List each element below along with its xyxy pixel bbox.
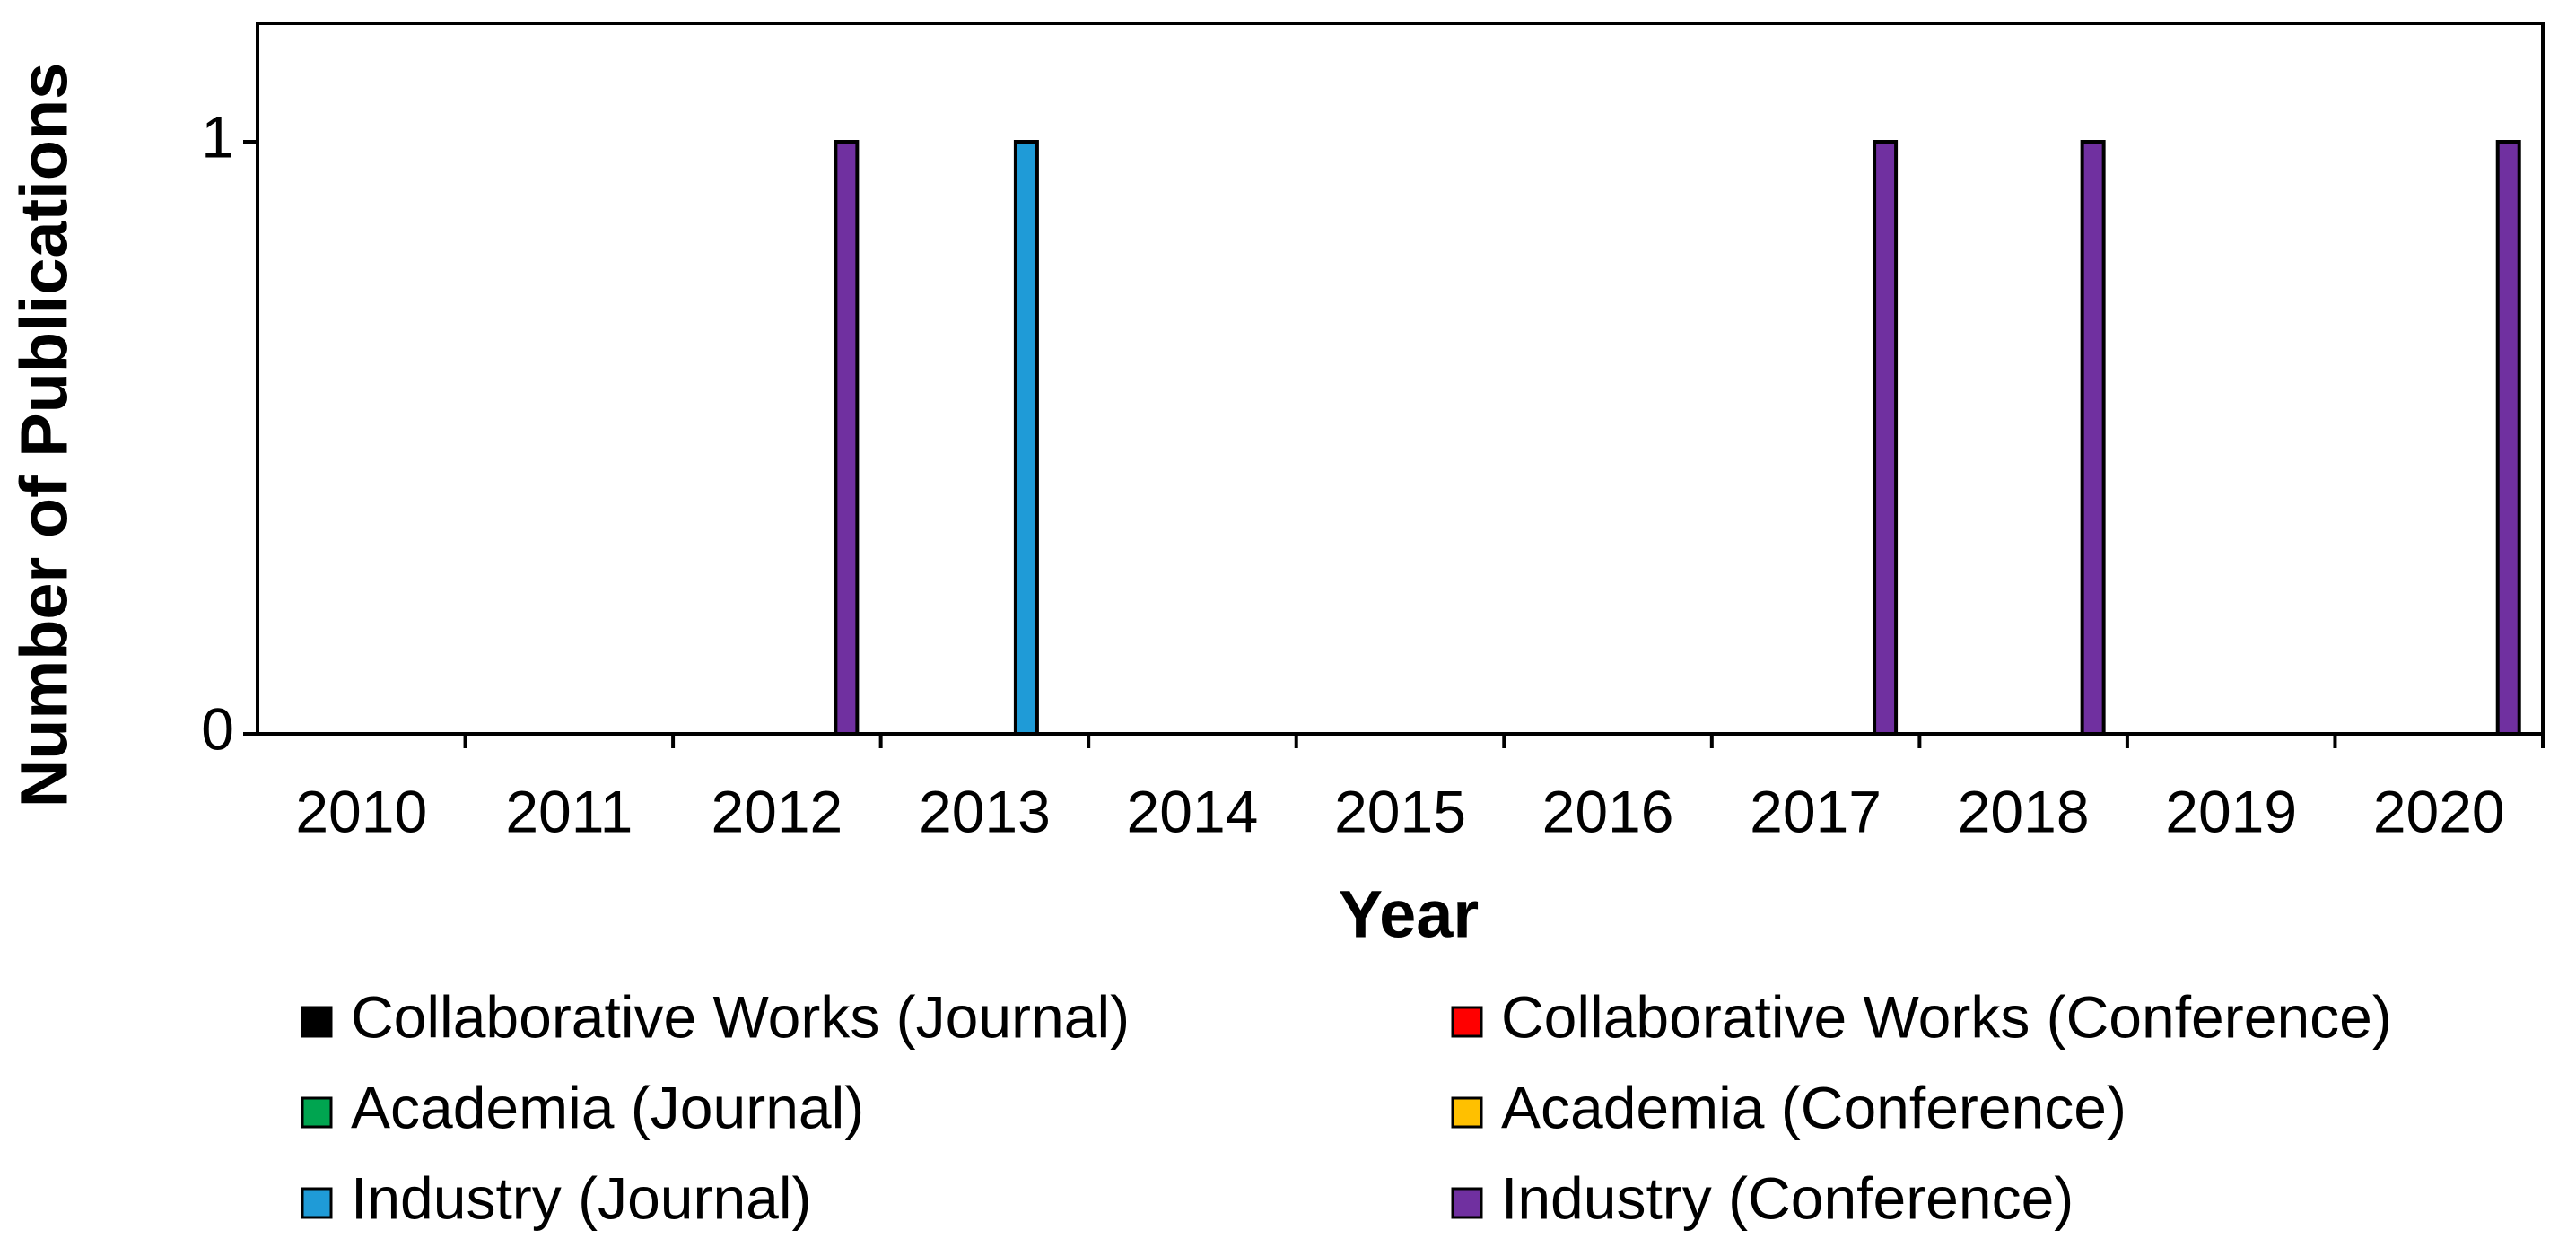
legend-label: Academia (Journal) bbox=[351, 1074, 864, 1140]
x-tick-label: 2012 bbox=[711, 778, 843, 844]
plot-frame bbox=[256, 22, 2545, 736]
x-tick-label: 2014 bbox=[1127, 778, 1259, 844]
bar bbox=[1873, 140, 1899, 736]
legend-swatch bbox=[1451, 1187, 1483, 1219]
legend-swatch bbox=[1451, 1096, 1483, 1129]
y-tick-label: 0 bbox=[201, 695, 234, 762]
bar bbox=[1013, 140, 1039, 736]
x-tick-label: 2015 bbox=[1334, 778, 1466, 844]
x-tick-label: 2010 bbox=[295, 778, 427, 844]
bar bbox=[2080, 140, 2106, 736]
y-axis-title: Number of Publications bbox=[7, 63, 82, 808]
legend-swatch bbox=[301, 1187, 333, 1219]
legend-swatch bbox=[301, 1006, 333, 1038]
legend-label: Academia (Conference) bbox=[1501, 1074, 2126, 1140]
x-tick-label: 2020 bbox=[2373, 778, 2505, 844]
x-tick-label: 2018 bbox=[1958, 778, 2090, 844]
legend-label: Industry (Journal) bbox=[351, 1164, 812, 1231]
x-tick-label: 2017 bbox=[1750, 778, 1882, 844]
x-tick-label: 2011 bbox=[505, 778, 633, 844]
legend-swatch bbox=[301, 1096, 333, 1129]
legend-label: Industry (Conference) bbox=[1501, 1164, 2074, 1231]
legend-label: Collaborative Works (Journal) bbox=[351, 983, 1130, 1050]
x-tick-label: 2019 bbox=[2165, 778, 2297, 844]
legend-swatch bbox=[1451, 1006, 1483, 1038]
bar bbox=[834, 140, 860, 736]
x-tick-label: 2016 bbox=[1542, 778, 1674, 844]
x-tick-label: 2013 bbox=[919, 778, 1051, 844]
x-axis-title: Year bbox=[1339, 877, 1479, 952]
y-tick-label: 1 bbox=[201, 103, 234, 170]
legend-label: Collaborative Works (Conference) bbox=[1501, 983, 2392, 1050]
bar bbox=[2495, 140, 2521, 736]
